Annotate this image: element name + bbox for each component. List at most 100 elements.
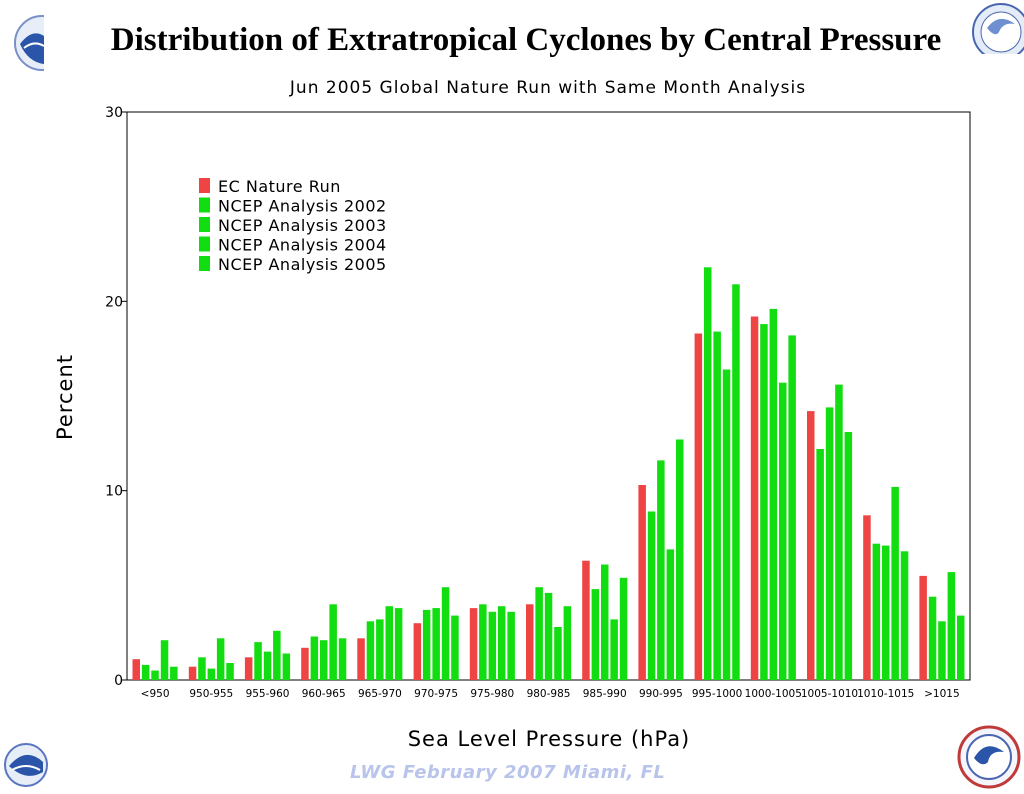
bar-ncep-analysis-2005 [282,653,291,680]
bar-ncep-analysis-2005 [507,611,515,680]
x-tick-label: 965-970 [358,688,402,700]
bar-ncep-analysis-2005 [957,615,965,680]
bar-ncep-analysis-2002 [760,324,768,680]
bar-ncep-analysis-2005 [451,615,459,680]
bar-ncep-analysis-2004 [497,606,506,680]
x-axis-label: Sea Level Pressure (hPa) [408,727,691,751]
bar-ncep-analysis-2003 [320,640,328,680]
noaa-logo-icon [2,742,50,792]
legend-swatch [199,236,210,252]
footer-text: LWG February 2007 Miami, FL [350,762,666,783]
bar-ncep-analysis-2004 [273,630,281,680]
bar-ncep-analysis-2005 [338,638,347,680]
bar-ncep-analysis-2002 [872,543,881,680]
bar-ncep-analysis-2002 [535,587,543,680]
x-tick-label: 990-995 [639,688,683,700]
x-tick-label: 985-990 [583,688,627,700]
x-tick-label: 980-985 [527,688,571,700]
bar-ncep-analysis-2003 [601,564,609,680]
bar-ncep-analysis-2004 [666,549,675,680]
bar-ncep-analysis-2005 [226,663,234,680]
x-tick-label: >1015 [924,688,960,700]
bar-ec-nature-run [357,638,365,680]
bar-ncep-analysis-2005 [170,666,178,680]
x-tick-label: 1005-1010 [801,688,858,700]
bar-ncep-analysis-2002 [647,511,656,680]
bar-ncep-analysis-2002 [310,636,319,680]
bar-ncep-analysis-2003 [657,460,665,680]
x-tick-label: 955-960 [246,688,290,700]
bar-ncep-analysis-2005 [676,439,684,680]
bar-ncep-analysis-2005 [788,335,796,680]
x-tick-label: 995-1000 [692,688,743,700]
x-tick-label: 950-955 [189,688,233,700]
bar-ncep-analysis-2002 [254,642,262,680]
bar-ec-nature-run [132,659,140,680]
bar-ncep-analysis-2004 [835,384,843,680]
y-axis-label: Percent [53,354,77,440]
bar-ncep-analysis-2002 [422,609,431,680]
bar-ec-nature-run [750,316,759,680]
legend-swatch [199,197,210,213]
bar-ncep-analysis-2003 [432,608,440,680]
bar-ncep-analysis-2003 [938,621,946,680]
bar-ncep-analysis-2005 [619,577,628,680]
bar-ec-nature-run [244,657,253,680]
legend-swatch [199,217,210,232]
bar-ncep-analysis-2003 [151,670,159,680]
x-tick-label: <950 [141,688,170,700]
bar-ncep-analysis-2002 [198,657,206,680]
bar-ncep-analysis-2002 [928,596,937,680]
legend-label: NCEP Analysis 2002 [218,197,387,216]
bar-ncep-analysis-2002 [479,604,487,680]
bar-ncep-analysis-2003 [544,592,553,680]
bar-ncep-analysis-2004 [216,638,225,680]
bar-ncep-analysis-2002 [141,664,150,680]
bar-ncep-analysis-2004 [160,640,169,680]
bar-ec-nature-run [413,623,422,680]
nws-logo-icon [956,724,1022,794]
x-tick-label: 960-965 [302,688,346,700]
chart-title: Jun 2005 Global Nature Run with Same Mon… [289,78,806,98]
x-tick-label: 970-975 [414,688,458,700]
x-tick-label: 975-980 [470,688,514,700]
bar-ncep-analysis-2005 [563,606,572,680]
y-tick-label: 10 [105,484,123,500]
x-tick-label: 1010-1015 [857,688,914,700]
bar-ncep-analysis-2004 [779,382,787,680]
bar-ec-nature-run [807,411,815,680]
bar-ncep-analysis-2004 [947,572,956,680]
bar-ec-nature-run [469,608,478,680]
bar-ec-nature-run [919,575,927,680]
bar-ec-nature-run [188,666,197,680]
bar-ncep-analysis-2003 [207,668,216,680]
bar-ncep-analysis-2003 [376,619,384,680]
legend-swatch [199,178,210,193]
bar-ec-nature-run [694,333,703,680]
bar-ncep-analysis-2003 [713,331,721,680]
y-tick-label: 20 [105,294,123,310]
bar-ncep-analysis-2002 [591,589,600,680]
y-tick-label: 30 [105,105,123,121]
bar-ncep-analysis-2004 [329,604,337,680]
legend-label: NCEP Analysis 2004 [218,236,387,255]
legend-label: NCEP Analysis 2003 [218,216,387,235]
bar-ec-nature-run [526,604,534,680]
bar-ncep-analysis-2005 [844,432,853,680]
bar-ncep-analysis-2005 [394,608,403,680]
bar-ec-nature-run [301,647,309,680]
bar-ncep-analysis-2002 [366,621,375,680]
bar-ec-nature-run [863,515,871,680]
bar-ncep-analysis-2002 [704,267,712,680]
bar-ncep-analysis-2002 [816,449,824,680]
bar-ncep-analysis-2003 [263,651,272,680]
bar-ec-nature-run [582,560,590,680]
bar-ncep-analysis-2003 [825,407,834,680]
y-tick-label: 0 [114,673,123,689]
bar-ncep-analysis-2005 [732,284,740,680]
bar-ncep-analysis-2004 [891,486,899,680]
legend-swatch [199,256,210,271]
bar-ncep-analysis-2004 [610,619,618,680]
x-tick-label: 1000-1005 [745,688,802,700]
bar-ncep-analysis-2005 [900,551,909,680]
